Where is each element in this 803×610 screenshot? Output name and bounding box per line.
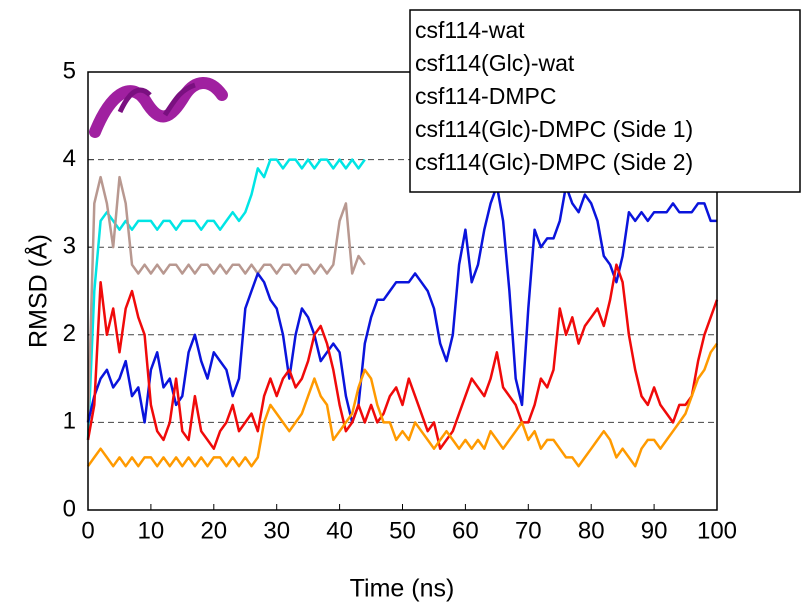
legend-entry: csf114-wat bbox=[415, 17, 525, 43]
helix-inset bbox=[89, 77, 228, 138]
x-tick-label: 30 bbox=[263, 517, 290, 544]
y-tick-label: 4 bbox=[63, 145, 76, 172]
plot-frame bbox=[87, 71, 718, 511]
x-axis-title: Time (ns) bbox=[350, 575, 455, 603]
y-tick-label: 5 bbox=[63, 57, 76, 84]
series-line bbox=[86, 175, 366, 423]
x-tick-label: 40 bbox=[326, 517, 353, 544]
series-line bbox=[86, 263, 719, 450]
series-line bbox=[86, 158, 366, 440]
x-tick-label: 70 bbox=[515, 517, 542, 544]
helix-ribbon-shade bbox=[117, 82, 196, 117]
y-axis-title: RMSD (Å) bbox=[23, 234, 53, 348]
series-line bbox=[86, 342, 719, 468]
legend-box bbox=[409, 9, 801, 193]
series-line bbox=[86, 184, 717, 424]
x-tick-label: 20 bbox=[200, 517, 227, 544]
y-tick-label: 3 bbox=[63, 233, 76, 260]
x-tick-label: 90 bbox=[641, 517, 668, 544]
legend-entry: csf114(Glc)-DMPC (Side 2) bbox=[415, 149, 693, 175]
x-tick-label: 100 bbox=[697, 517, 737, 544]
legend-entry: csf114-DMPC bbox=[415, 83, 556, 109]
x-tick-label: 10 bbox=[138, 517, 165, 544]
helix-ribbon bbox=[89, 77, 228, 138]
y-tick-label: 2 bbox=[63, 320, 76, 347]
legend-entry: csf114(Glc)-wat bbox=[415, 50, 575, 76]
y-tick-label: 0 bbox=[63, 495, 76, 522]
x-tick-label: 0 bbox=[81, 517, 94, 544]
y-tick-label: 1 bbox=[63, 408, 76, 435]
legend-entry: csf114(Glc)-DMPC (Side 1) bbox=[415, 116, 693, 142]
x-tick-label: 50 bbox=[389, 517, 416, 544]
x-tick-label: 80 bbox=[578, 517, 605, 544]
x-tick-label: 60 bbox=[452, 517, 479, 544]
